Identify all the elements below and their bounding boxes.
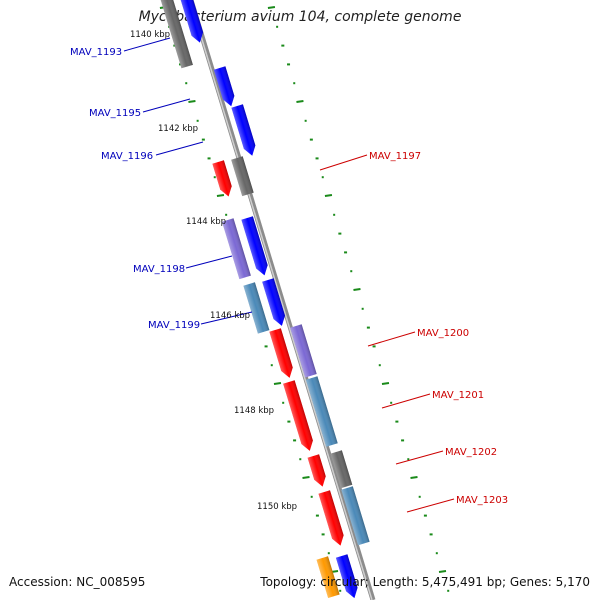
tick-mark xyxy=(188,100,196,103)
genes-value: 5,170 xyxy=(555,575,590,589)
gene-label-line xyxy=(142,98,191,113)
gene-label-line xyxy=(381,393,431,409)
gene-feature xyxy=(262,278,285,326)
tick-mark xyxy=(410,476,418,479)
topology-label: Topology: xyxy=(260,575,317,589)
tick-label-1144: 1144 kbp xyxy=(186,217,226,227)
gene-feature xyxy=(158,0,193,69)
genome-summary: Topology: circular; Length: 5,475,491 bp… xyxy=(260,575,590,589)
gene-label-mav-1197[interactable]: MAV_1197 xyxy=(369,151,421,162)
accession-label: Accession: xyxy=(9,575,73,589)
length-value: 5,475,491 bp xyxy=(421,575,502,589)
tick-label-1140: 1140 kbp xyxy=(130,30,170,40)
gene-label-line xyxy=(406,498,455,513)
genes-label: Genes: xyxy=(509,575,552,589)
gene-label-mav-1193[interactable]: MAV_1193 xyxy=(70,47,122,58)
gene-label-line xyxy=(185,255,233,269)
tick-label-1146: 1146 kbp xyxy=(210,311,250,321)
gene-label-line xyxy=(367,331,416,347)
tick-mark xyxy=(296,100,304,103)
gene-label-mav-1195[interactable]: MAV_1195 xyxy=(89,108,141,119)
gene-label-line xyxy=(155,141,204,156)
gene-feature xyxy=(305,376,338,447)
gene-shading xyxy=(316,556,340,599)
gene-feature xyxy=(318,490,344,546)
gene-shading xyxy=(158,0,193,69)
tick-mark xyxy=(438,570,447,573)
tick-label-1150: 1150 kbp xyxy=(257,502,297,512)
gene-feature xyxy=(330,450,353,489)
gene-label-line xyxy=(200,311,253,325)
gene-feature xyxy=(283,380,313,451)
gene-feature xyxy=(178,0,204,43)
topology-value: circular xyxy=(320,575,365,589)
gene-shading xyxy=(243,282,270,334)
gene-feature xyxy=(335,554,358,599)
gene-label-line xyxy=(395,450,444,465)
gene-label-mav-1202[interactable]: MAV_1202 xyxy=(445,447,497,458)
tick-mark xyxy=(353,288,361,291)
gene-label-line xyxy=(319,154,368,171)
accession-value: NC_008595 xyxy=(76,575,146,589)
gene-features xyxy=(158,0,370,599)
gene-label-line xyxy=(123,37,171,52)
gene-label-mav-1199[interactable]: MAV_1199 xyxy=(148,320,200,331)
accession-info: Accession: NC_008595 xyxy=(9,575,145,589)
separator: ; xyxy=(501,575,507,589)
gene-feature xyxy=(212,160,232,197)
gene-shading xyxy=(305,376,338,447)
tick-mark xyxy=(324,194,333,197)
gene-label-mav-1200[interactable]: MAV_1200 xyxy=(417,328,469,339)
gene-label-mav-1203[interactable]: MAV_1203 xyxy=(456,495,508,506)
gene-shading xyxy=(307,454,326,487)
gene-shading xyxy=(212,160,232,197)
gene-feature xyxy=(243,282,270,334)
gene-shading xyxy=(231,104,256,156)
tick-mark xyxy=(273,382,282,385)
gene-feature xyxy=(213,66,235,107)
length-label: Length: xyxy=(372,575,419,589)
gene-feature xyxy=(241,216,268,276)
tick-label-1142: 1142 kbp xyxy=(158,124,198,134)
genome-backbone-highlight xyxy=(189,0,373,600)
gene-label-lines xyxy=(123,37,455,513)
gene-shading xyxy=(262,278,285,326)
tick-label-1148: 1148 kbp xyxy=(234,406,274,416)
tick-mark xyxy=(381,382,390,385)
separator: ; xyxy=(364,575,369,589)
tick-mark xyxy=(216,194,225,197)
gene-label-mav-1198[interactable]: MAV_1198 xyxy=(133,264,185,275)
gene-shading xyxy=(213,66,235,107)
gene-label-mav-1196[interactable]: MAV_1196 xyxy=(101,151,153,162)
gene-label-mav-1201[interactable]: MAV_1201 xyxy=(432,390,484,401)
gene-shading xyxy=(283,380,313,451)
tick-mark xyxy=(267,6,276,9)
tick-mark xyxy=(302,476,310,479)
gene-feature xyxy=(341,486,370,546)
tick-marks-right xyxy=(267,6,450,592)
gene-shading xyxy=(241,216,268,276)
gene-shading xyxy=(231,156,254,197)
map-title: Mycobacterium avium 104, complete genome xyxy=(138,9,462,25)
genome-backbone xyxy=(188,0,376,600)
gene-feature xyxy=(290,324,317,378)
gene-shading xyxy=(178,0,204,43)
gene-feature xyxy=(231,104,256,156)
gene-feature xyxy=(307,454,326,487)
gene-feature xyxy=(316,556,340,599)
gene-shading xyxy=(269,328,293,378)
gene-shading xyxy=(221,218,251,280)
gene-feature xyxy=(269,328,293,378)
gene-feature xyxy=(221,218,251,280)
gene-shading xyxy=(318,490,344,546)
gene-shading xyxy=(341,486,370,546)
gene-shading xyxy=(335,554,358,599)
gene-feature xyxy=(231,156,254,197)
gene-shading xyxy=(290,324,317,378)
gene-shading xyxy=(330,450,353,489)
